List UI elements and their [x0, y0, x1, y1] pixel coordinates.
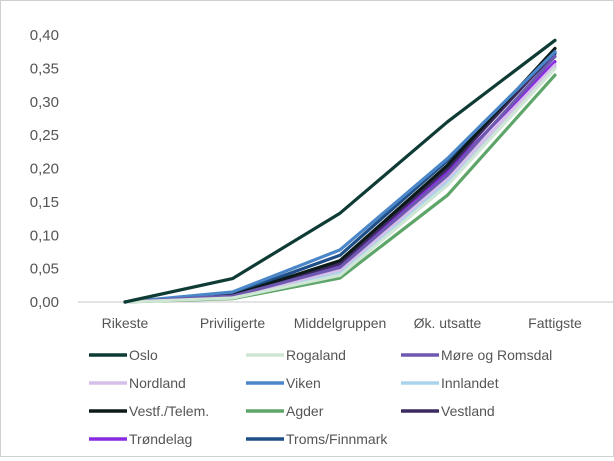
x-tick-label: Middelgruppen	[294, 315, 387, 331]
legend-label: Vestf./Telem.	[129, 403, 209, 419]
y-tick-label: 0,05	[30, 261, 59, 278]
x-tick-label: Rikeste	[102, 315, 149, 331]
legend: Oslo Rogaland Møre og Romsdal Nordland Viken…	[89, 347, 552, 447]
x-tick-label: Øk. utsatte	[414, 315, 482, 331]
series-line	[123, 38, 557, 304]
x-tick-label: Fattigste	[528, 315, 582, 331]
legend-label: Oslo	[129, 347, 158, 363]
y-tick-label: 0,35	[30, 60, 59, 77]
y-tick-label: 0,20	[30, 161, 59, 178]
y-tick-label: 0,15	[30, 194, 59, 211]
y-tick-label: 0,40	[30, 27, 59, 44]
series-line	[123, 66, 557, 304]
x-tick-label: Priviligerte	[200, 315, 266, 331]
legend-label: Troms/Finnmark	[286, 431, 388, 447]
x-axis-tick-labels: Rikeste Priviligerte Middelgruppen Øk. utsa…	[102, 315, 582, 331]
legend-label: Rogaland	[286, 347, 346, 363]
y-tick-label: 0,00	[30, 294, 59, 311]
legend-label: Viken	[286, 375, 321, 391]
legend-label: Agder	[286, 403, 324, 419]
y-tick-label: 0,25	[30, 127, 59, 144]
y-axis-tick-labels: 0,00 0,05 0,10 0,15 0,20 0,25 0,30 0,35 0,40	[30, 27, 59, 311]
legend-label: Trøndelag	[129, 431, 192, 447]
legend-label: Vestland	[441, 403, 495, 419]
series-lines	[123, 38, 557, 304]
series-line	[123, 50, 557, 304]
legend-label: Møre og Romsdal	[441, 347, 552, 363]
y-tick-label: 0,30	[30, 94, 59, 111]
y-tick-label: 0,10	[30, 227, 59, 244]
legend-label: Innlandet	[441, 375, 499, 391]
legend-label: Nordland	[129, 375, 186, 391]
